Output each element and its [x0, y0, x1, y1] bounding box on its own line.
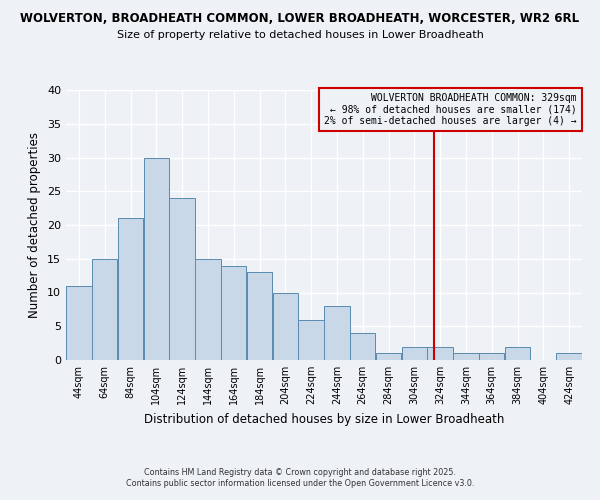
Bar [272, 292, 298, 360]
Bar [143, 158, 169, 360]
Bar [479, 353, 505, 360]
Bar [92, 259, 118, 360]
Bar [376, 353, 401, 360]
Bar [505, 346, 530, 360]
Bar [118, 218, 143, 360]
Bar [324, 306, 350, 360]
Bar [195, 259, 221, 360]
Bar [298, 320, 324, 360]
Text: Contains HM Land Registry data © Crown copyright and database right 2025.
Contai: Contains HM Land Registry data © Crown c… [126, 468, 474, 487]
X-axis label: Distribution of detached houses by size in Lower Broadheath: Distribution of detached houses by size … [144, 412, 504, 426]
Text: Size of property relative to detached houses in Lower Broadheath: Size of property relative to detached ho… [116, 30, 484, 40]
Bar [453, 353, 479, 360]
Bar [556, 353, 582, 360]
Bar [169, 198, 195, 360]
Text: WOLVERTON BROADHEATH COMMON: 329sqm
← 98% of detached houses are smaller (174)
2: WOLVERTON BROADHEATH COMMON: 329sqm ← 98… [324, 92, 577, 126]
Y-axis label: Number of detached properties: Number of detached properties [28, 132, 41, 318]
Text: WOLVERTON, BROADHEATH COMMON, LOWER BROADHEATH, WORCESTER, WR2 6RL: WOLVERTON, BROADHEATH COMMON, LOWER BROA… [20, 12, 580, 26]
Bar [427, 346, 453, 360]
Bar [350, 333, 376, 360]
Bar [401, 346, 427, 360]
Bar [221, 266, 247, 360]
Bar [66, 286, 92, 360]
Bar [247, 272, 272, 360]
